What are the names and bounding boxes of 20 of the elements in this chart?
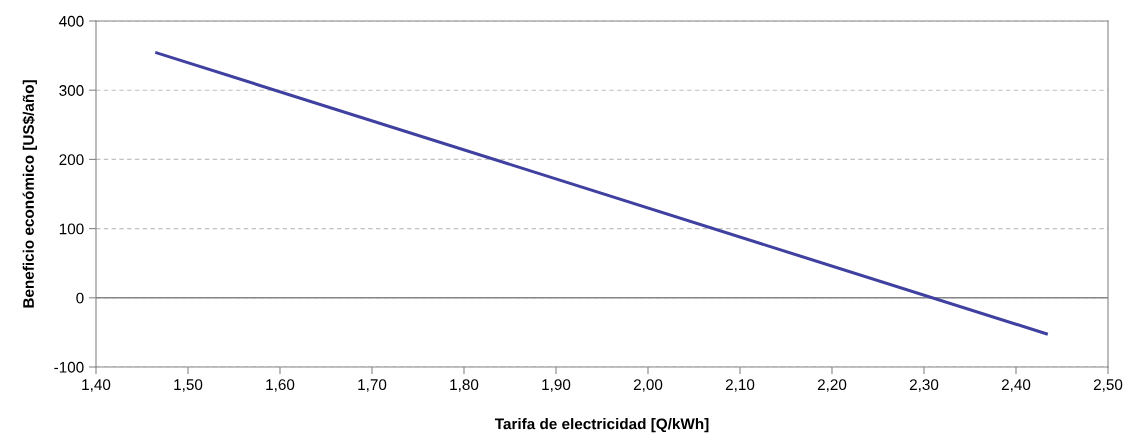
y-tick-label: -100 [54,361,84,373]
y-tick-label: 300 [59,85,84,96]
y-tick-label: 200 [59,154,84,166]
x-tick-label: 1,70 [358,379,387,392]
x-tick-label: 2,30 [909,379,939,392]
x-tick-label: 1,80 [450,379,479,392]
x-tick-label: 2,00 [633,379,663,392]
x-tick-label: 2,50 [1093,379,1123,392]
y-axis-title: Beneficio económico [US$/año] [22,80,37,308]
x-axis-title: Tarifa de electricidad [Q/kWh] [494,418,709,433]
x-tick-label: 1,60 [266,379,295,392]
y-tick-label: 400 [59,15,84,27]
x-tick-label: 1,90 [542,379,571,392]
x-tick-label: 2,20 [817,379,847,392]
y-tick-label: 0 [76,292,84,304]
x-tick-label: 2,10 [725,379,755,392]
x-tick-label: 1,40 [82,379,111,392]
x-tick-label: 1,50 [174,379,203,392]
x-tick-label: 2,40 [1001,379,1031,392]
y-tick-label: 100 [59,223,84,235]
